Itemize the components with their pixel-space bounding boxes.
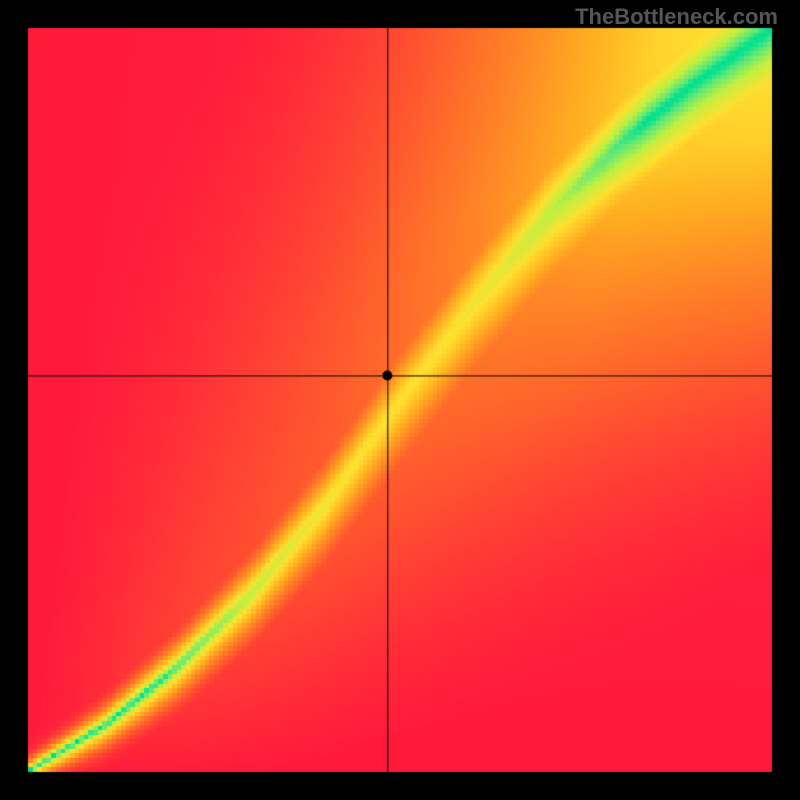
- chart-container: TheBottleneck.com: [0, 0, 800, 800]
- bottleneck-heatmap: [0, 0, 800, 800]
- watermark-text: TheBottleneck.com: [575, 4, 778, 30]
